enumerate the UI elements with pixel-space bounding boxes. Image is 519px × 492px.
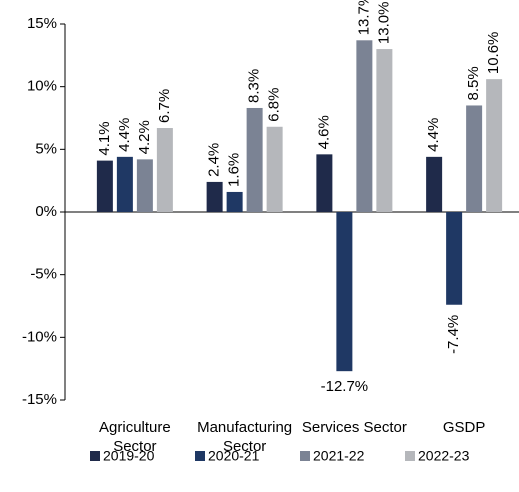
data-label: 13.0%: [375, 2, 392, 45]
legend-swatch: [300, 451, 310, 461]
x-tick-label: Agriculture Sector: [99, 419, 171, 455]
data-label: 4.4%: [425, 118, 442, 152]
data-label: 1.6%: [226, 153, 243, 187]
data-label: 13.7%: [355, 0, 372, 35]
bar: [206, 181, 223, 212]
legend-label: 2019-20: [103, 448, 155, 464]
y-tick-label: -10%: [22, 328, 57, 345]
data-label: 6.7%: [156, 89, 173, 123]
data-label: 8.5%: [465, 66, 482, 100]
bar: [486, 79, 503, 212]
data-label: 4.6%: [315, 115, 332, 149]
bar: [466, 105, 483, 212]
legend-label: 2020-21: [208, 448, 260, 464]
data-label: 4.2%: [136, 120, 153, 154]
bar: [446, 212, 463, 305]
x-tick-label: GSDP: [442, 419, 486, 436]
bar: [336, 212, 353, 372]
data-label: 2.4%: [206, 143, 223, 177]
bar: [136, 159, 153, 212]
data-label: 10.6%: [485, 32, 502, 75]
y-tick-label: -15%: [22, 391, 57, 408]
y-tick-label: 0%: [35, 203, 57, 220]
bar: [226, 191, 243, 212]
bar: [316, 154, 333, 212]
bar: [96, 160, 113, 212]
legend-swatch: [405, 451, 415, 461]
y-tick-label: 10%: [27, 78, 57, 95]
data-label: -7.4%: [445, 315, 462, 354]
x-tick-label: Manufacturing Sector: [197, 419, 293, 455]
bar: [356, 40, 373, 212]
bar: [156, 128, 173, 212]
data-label: 4.1%: [96, 121, 113, 155]
y-tick-label: 5%: [35, 140, 57, 157]
data-label: 6.8%: [266, 88, 283, 122]
bar: [376, 49, 393, 212]
bar: [116, 156, 133, 212]
data-label: 4.4%: [116, 118, 133, 152]
legend-label: 2022-23: [418, 448, 470, 464]
bar: [246, 107, 263, 212]
legend-label: 2021-22: [313, 448, 365, 464]
bar: [426, 156, 443, 212]
legend-swatch: [195, 451, 205, 461]
y-tick-label: 15%: [27, 15, 57, 32]
legend-swatch: [90, 451, 100, 461]
data-label: -12.7%: [321, 378, 369, 395]
y-tick-label: -5%: [30, 266, 57, 283]
data-label: 8.3%: [246, 69, 263, 103]
x-tick-label: Services Sector: [301, 419, 407, 436]
bar: [266, 126, 283, 212]
